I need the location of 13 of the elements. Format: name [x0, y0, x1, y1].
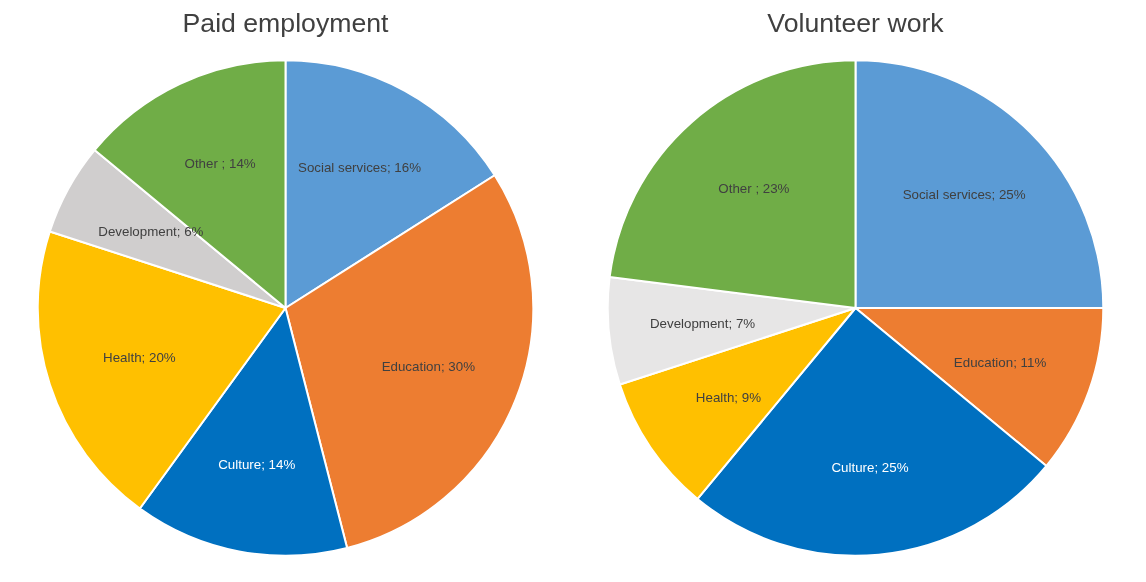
slice-label: Education; 11% — [953, 354, 1047, 370]
chart-title: Volunteer work — [767, 7, 945, 38]
slice-label: Health; 20% — [103, 349, 176, 365]
slice-label: Culture; 25% — [831, 459, 909, 475]
slice-label: Social services; 25% — [902, 187, 1026, 203]
slice-label: Other ; 23% — [718, 180, 790, 196]
chart-title: Paid employment — [182, 7, 390, 38]
slice-label: Culture; 14% — [218, 457, 296, 473]
slice-label: Other ; 14% — [184, 155, 256, 171]
slice-label: Social services; 16% — [298, 160, 422, 176]
slice-label: Education; 30% — [381, 359, 476, 375]
slice-label: Health; 9% — [695, 390, 762, 406]
slice-label: Development; 7% — [649, 315, 756, 331]
